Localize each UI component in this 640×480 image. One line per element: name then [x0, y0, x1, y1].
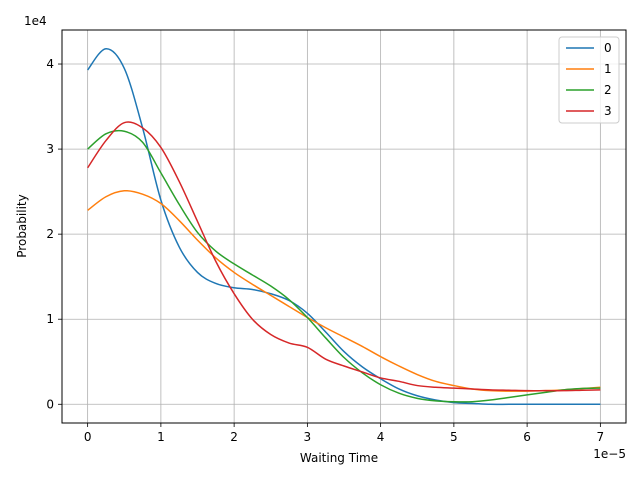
- x-tick-label: 4: [377, 430, 385, 444]
- legend-label-1: 1: [604, 62, 612, 76]
- series-line-2: [87, 129, 601, 403]
- y-offset-label: 1e4: [24, 14, 47, 28]
- x-offset-label: 1e−5: [593, 447, 626, 461]
- legend: 0 1 2 3: [558, 36, 620, 124]
- x-tick-label: 7: [597, 430, 605, 444]
- grid-lines: [62, 30, 626, 423]
- x-tick-label: 6: [523, 430, 531, 444]
- legend-label-2: 2: [604, 83, 612, 97]
- series-line-1: [87, 189, 601, 392]
- series-line-0: [87, 47, 601, 406]
- x-tick-label: 3: [304, 430, 312, 444]
- x-tick-label: 1: [157, 430, 165, 444]
- legend-box: [558, 36, 620, 124]
- legend-label-3: 3: [604, 104, 612, 118]
- x-tick-label: 0: [84, 430, 92, 444]
- y-tick-label: 4: [46, 57, 54, 71]
- y-tick-label: 3: [46, 142, 54, 156]
- y-tick-label: 0: [46, 397, 54, 411]
- x-axis-ticks: 0 1 2 3 4 5 6 7: [84, 423, 604, 444]
- y-tick-label: 2: [46, 227, 54, 241]
- series-lines: [87, 47, 601, 406]
- y-axis-ticks: 0 1 2 3 4: [46, 57, 62, 411]
- y-tick-label: 1: [46, 312, 54, 326]
- plot-area-frame: [61, 29, 627, 424]
- legend-label-0: 0: [604, 41, 612, 55]
- x-tick-label: 2: [230, 430, 238, 444]
- y-axis-label: Probability: [15, 194, 29, 257]
- x-tick-label: 5: [450, 430, 458, 444]
- x-axis-label: Waiting Time: [300, 451, 378, 465]
- series-line-3: [87, 121, 601, 392]
